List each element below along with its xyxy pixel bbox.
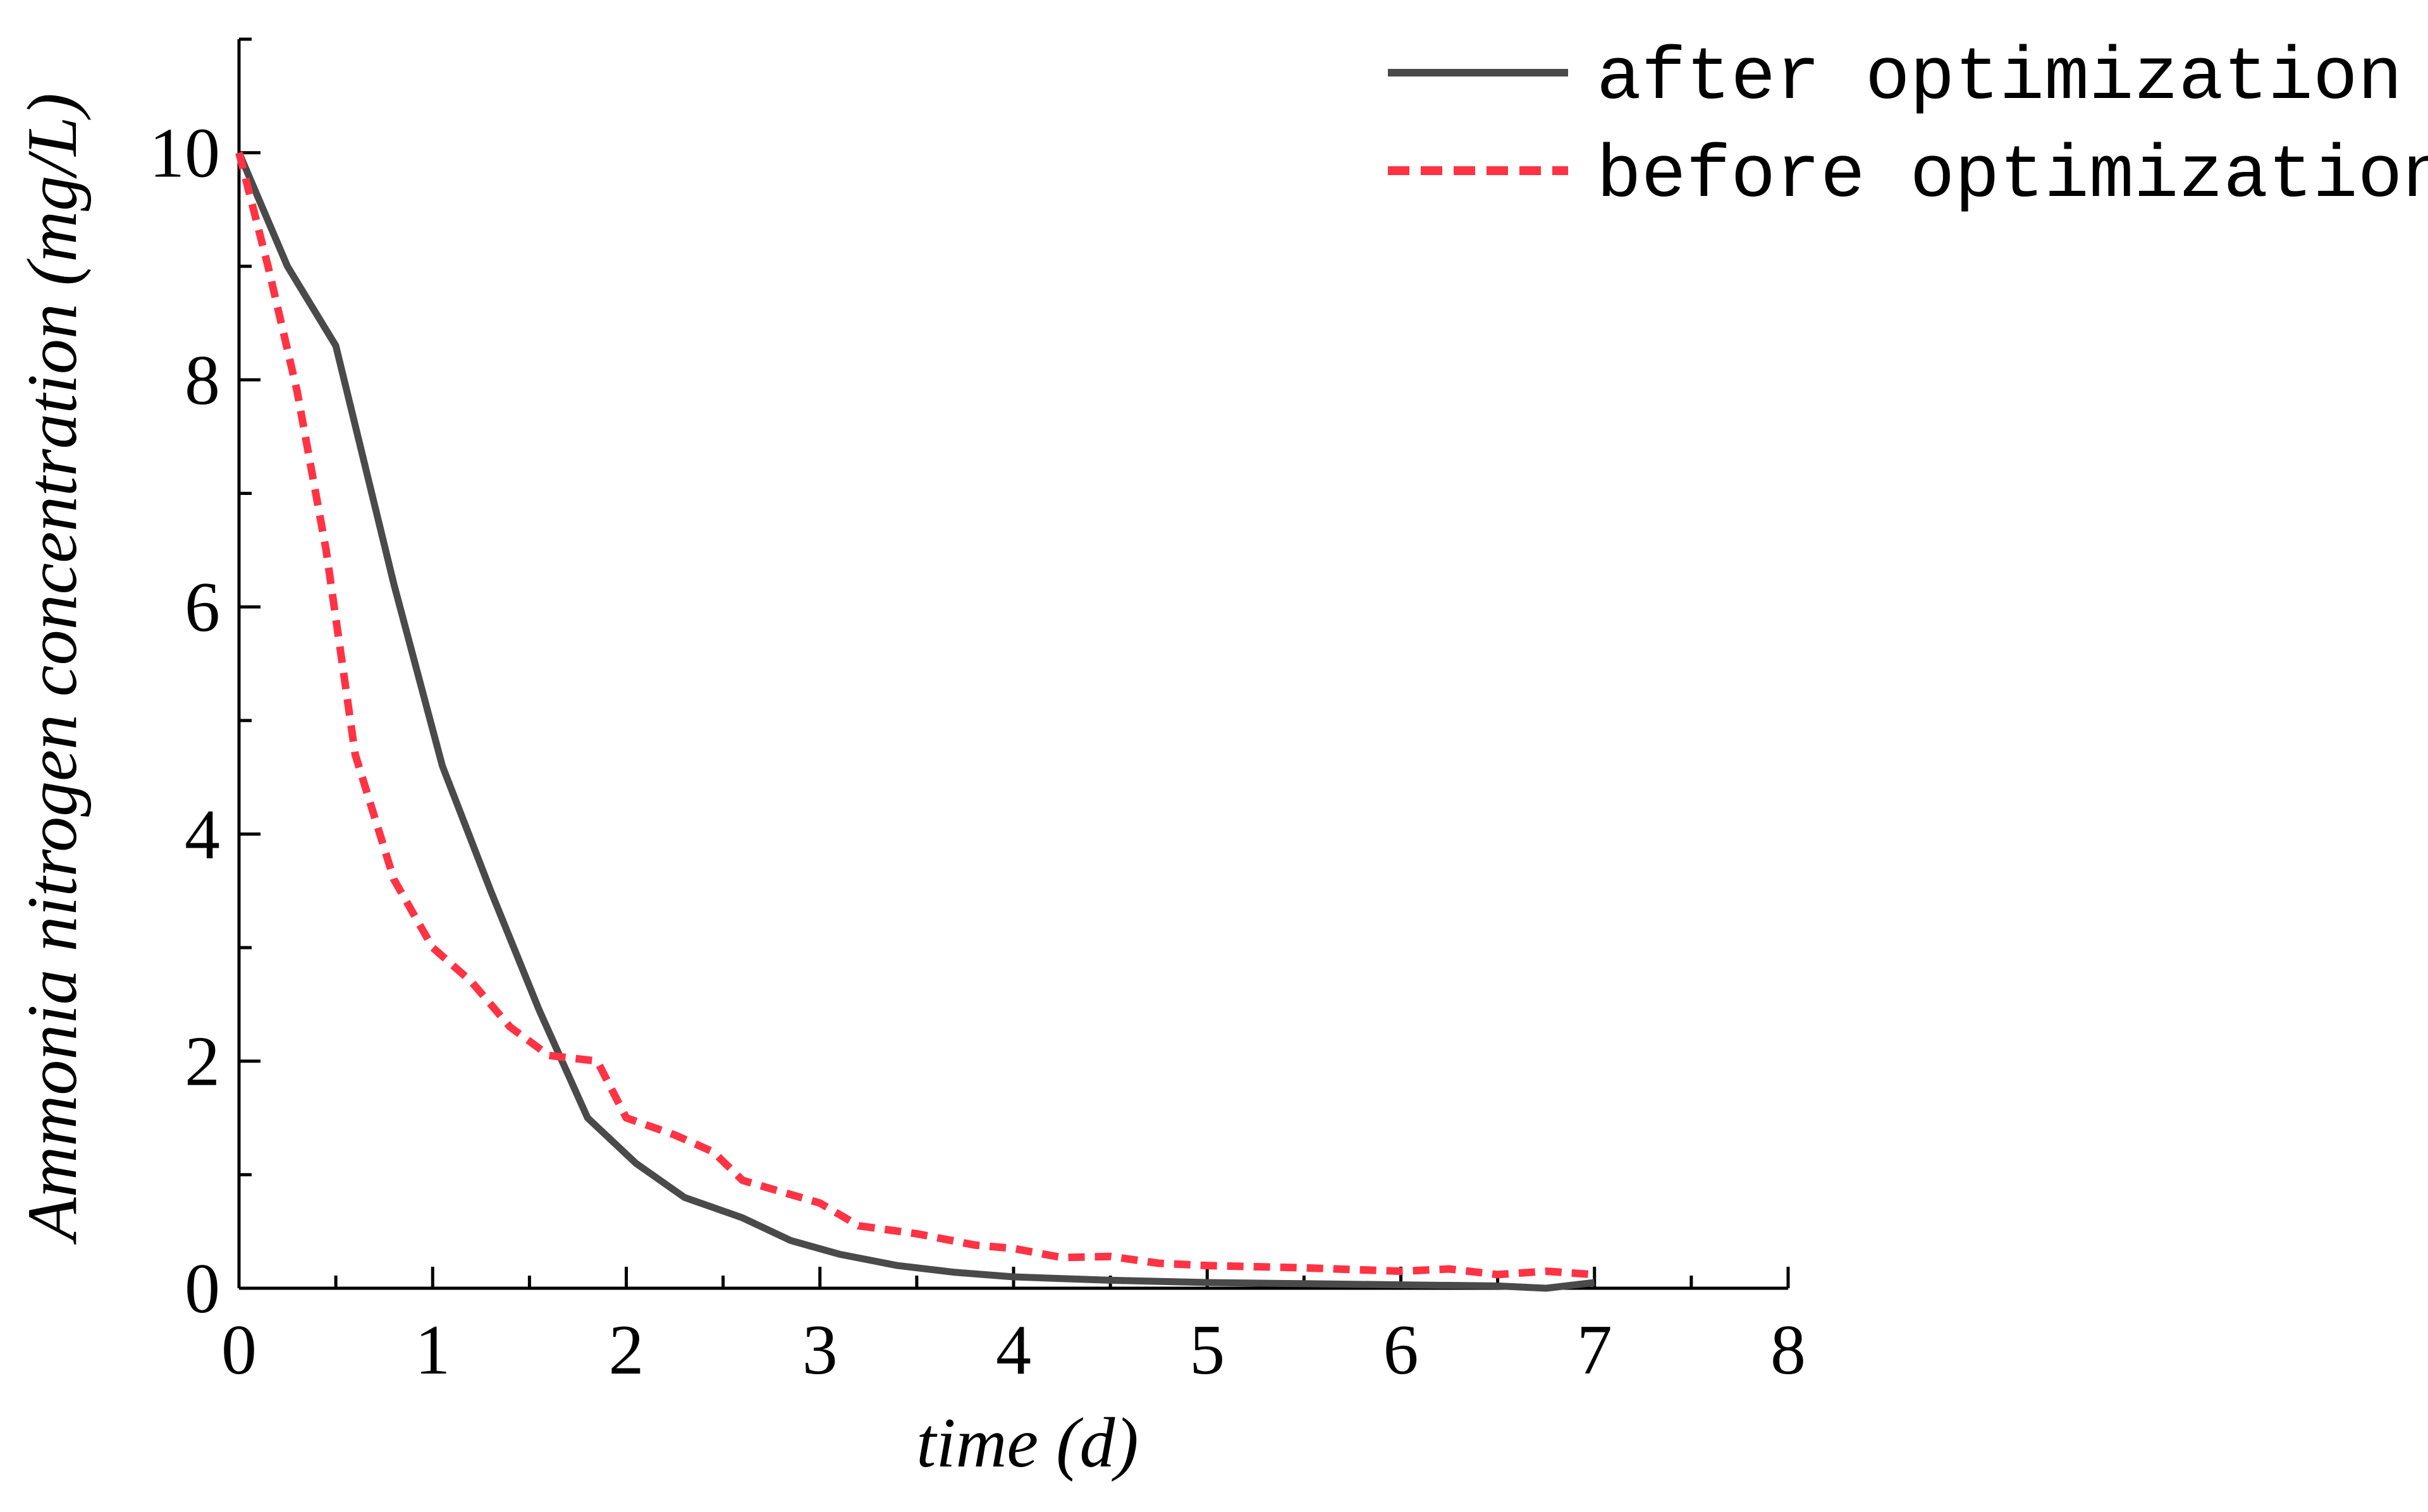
y-tick-label: 4 xyxy=(185,795,220,874)
series-line-1 xyxy=(235,151,1595,1292)
x-tick-label: 3 xyxy=(802,1311,838,1389)
x-tick-label: 7 xyxy=(1577,1311,1612,1389)
x-tick-label: 2 xyxy=(609,1311,644,1389)
y-tick-label: 2 xyxy=(185,1023,220,1101)
series-line-2 xyxy=(235,152,1595,1279)
axes: 0 1 2 3 4 5 6 7 8 0 2 4 6 8 10 xyxy=(149,37,1806,1389)
x-tick-label: 1 xyxy=(415,1311,450,1389)
x-tick-label: 5 xyxy=(1189,1311,1225,1389)
x-tick-label: 0 xyxy=(221,1311,257,1389)
legend-label-2: before optimization xyxy=(1597,135,2428,219)
x-tick-label: 4 xyxy=(996,1311,1031,1389)
legend-label-1: after optimization xyxy=(1597,37,2403,121)
y-tick-label: 6 xyxy=(185,568,220,647)
x-axis-title: time (d) xyxy=(916,1404,1138,1482)
y-tick-label: 0 xyxy=(185,1250,220,1328)
y-axis-title: Ammonia nitrogen concentration (mg/L) xyxy=(13,93,92,1245)
legend: after optimization before optimization xyxy=(1388,37,2428,219)
y-tick-label: 10 xyxy=(149,114,220,193)
x-tick-label: 6 xyxy=(1383,1311,1419,1389)
x-tick-label: 8 xyxy=(1770,1311,1806,1389)
y-tick-label: 8 xyxy=(185,341,220,420)
series-group xyxy=(235,151,1595,1292)
